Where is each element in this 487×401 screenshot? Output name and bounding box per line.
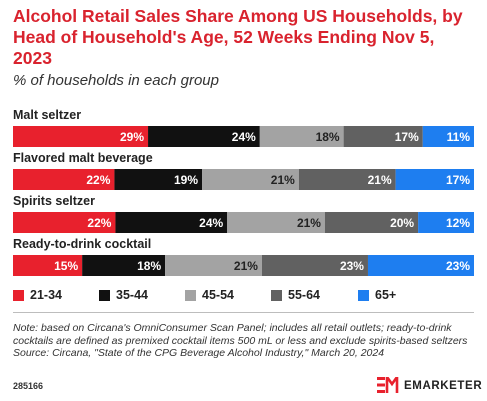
bar-segment	[115, 212, 228, 233]
legend-label: 65+	[375, 288, 397, 302]
bar-value-label: 17%	[446, 173, 470, 187]
bar-value-label: 22%	[86, 173, 110, 187]
note-text: Note: based on Circana's OmniConsumer Sc…	[13, 322, 468, 347]
bar-value-label: 24%	[232, 130, 256, 144]
bar-value-label: 18%	[316, 130, 340, 144]
bar-value-label: 21%	[368, 173, 392, 187]
emarketer-logo-icon	[377, 377, 399, 393]
category-label: Flavored malt beverage	[13, 151, 153, 165]
bar-segment	[114, 169, 203, 190]
divider-rule	[13, 312, 474, 313]
bar-segment	[148, 126, 260, 147]
bar-value-label: 23%	[446, 259, 470, 273]
bar-value-label: 21%	[297, 216, 321, 230]
legend-label: 35-44	[116, 288, 148, 302]
legend-swatch	[271, 290, 282, 301]
bar-value-label: 12%	[446, 216, 470, 230]
bar-segment	[395, 169, 474, 190]
brand-name: EMARKETER	[404, 380, 483, 392]
bar-value-label: 23%	[340, 259, 364, 273]
category-label: Spirits seltzer	[13, 194, 95, 208]
bar-segment	[202, 169, 299, 190]
legend-swatch	[13, 290, 24, 301]
bar-value-label: 29%	[120, 130, 144, 144]
bar-value-label: 24%	[199, 216, 223, 230]
bar-segment	[82, 255, 166, 276]
stacked-bar-chart: Malt seltzer 29% 24% 18% 17% 11% Flavored malt…	[13, 108, 474, 276]
bar-segment	[13, 212, 116, 233]
bar-segment	[13, 255, 83, 276]
bar-segment	[367, 255, 474, 276]
bar-segment	[227, 212, 325, 233]
legend-swatch	[99, 290, 110, 301]
bar-segment	[259, 126, 344, 147]
bar-segment	[343, 126, 423, 147]
bar-value-label: 21%	[234, 259, 258, 273]
category-label: Ready-to-drink cocktail	[13, 237, 151, 251]
legend-label: 45-54	[202, 288, 234, 302]
legend-label: 55-64	[288, 288, 320, 302]
source-text: Source: Circana, "State of the CPG Bever…	[13, 347, 385, 359]
bar-segment	[165, 255, 262, 276]
bar-value-label: 18%	[137, 259, 161, 273]
bar-value-label: 21%	[271, 173, 295, 187]
bar-segment	[13, 126, 149, 147]
bar-value-label: 15%	[54, 259, 78, 273]
bar-value-label: 19%	[174, 173, 198, 187]
chart-legend: 21-34 35-44 45-54 55-64 65+	[13, 288, 483, 304]
chart-subtitle: % of households in each group	[13, 72, 219, 89]
bar-value-label: 17%	[395, 130, 419, 144]
bar-segment	[422, 126, 474, 147]
chart-notes: Note: based on Circana's OmniConsumer Sc…	[13, 322, 478, 360]
legend-swatch	[185, 290, 196, 301]
bar-segment	[13, 169, 115, 190]
bar-segment	[324, 212, 419, 233]
brand-logo: EMARKETER	[377, 377, 482, 395]
category-label: Malt seltzer	[13, 108, 81, 122]
chart-title: Alcohol Retail Sales Share Among US Hous…	[13, 6, 463, 68]
bar-value-label: 22%	[87, 216, 111, 230]
bar-value-label: 20%	[390, 216, 414, 230]
bar-value-label: 11%	[447, 130, 471, 144]
bar-segment	[418, 212, 474, 233]
legend-swatch	[358, 290, 369, 301]
legend-label: 21-34	[30, 288, 62, 302]
bar-segment	[261, 255, 368, 276]
bar-segment	[298, 169, 396, 190]
chart-id: 285166	[13, 381, 44, 391]
